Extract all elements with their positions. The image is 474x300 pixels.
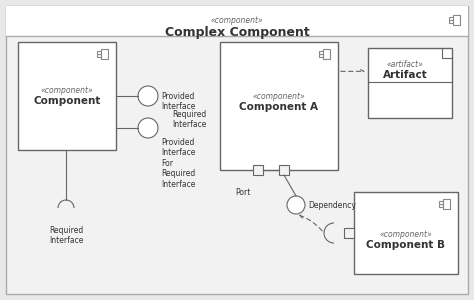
Bar xyxy=(449,17,453,20)
Text: Artifact: Artifact xyxy=(383,70,428,80)
Text: Provided
Interface: Provided Interface xyxy=(161,92,195,111)
Bar xyxy=(97,51,101,54)
Text: Port: Port xyxy=(236,188,251,197)
Text: Required
Interface: Required Interface xyxy=(49,226,83,245)
Text: Provided
Interface
For
Required
Interface: Provided Interface For Required Interfac… xyxy=(161,138,195,189)
Text: «component»: «component» xyxy=(210,16,264,25)
Text: «component»: «component» xyxy=(380,230,432,239)
Bar xyxy=(18,42,116,150)
Text: «artifact»: «artifact» xyxy=(387,60,423,69)
Bar xyxy=(279,165,289,175)
Text: Dependency: Dependency xyxy=(308,201,356,210)
Bar xyxy=(97,54,101,57)
Bar xyxy=(344,228,354,238)
Bar xyxy=(443,200,450,208)
Circle shape xyxy=(138,86,158,106)
Bar xyxy=(319,54,323,57)
Bar xyxy=(220,42,338,170)
Bar xyxy=(368,48,452,118)
Text: «component»: «component» xyxy=(41,86,93,95)
Text: Component A: Component A xyxy=(239,102,319,112)
Text: Complex Component: Complex Component xyxy=(164,26,310,39)
Bar xyxy=(449,20,453,23)
Bar xyxy=(453,15,460,25)
Text: Required
Interface: Required Interface xyxy=(172,110,206,129)
Text: Component B: Component B xyxy=(366,240,446,250)
Bar xyxy=(253,165,263,175)
Text: «component»: «component» xyxy=(253,92,305,101)
Bar xyxy=(439,204,443,207)
Bar xyxy=(101,50,108,58)
Circle shape xyxy=(138,118,158,138)
Bar xyxy=(319,51,323,54)
Bar xyxy=(354,192,458,274)
Bar xyxy=(6,6,468,36)
Bar xyxy=(323,50,330,58)
Bar xyxy=(439,201,443,204)
Circle shape xyxy=(287,196,305,214)
Text: Component: Component xyxy=(33,96,100,106)
